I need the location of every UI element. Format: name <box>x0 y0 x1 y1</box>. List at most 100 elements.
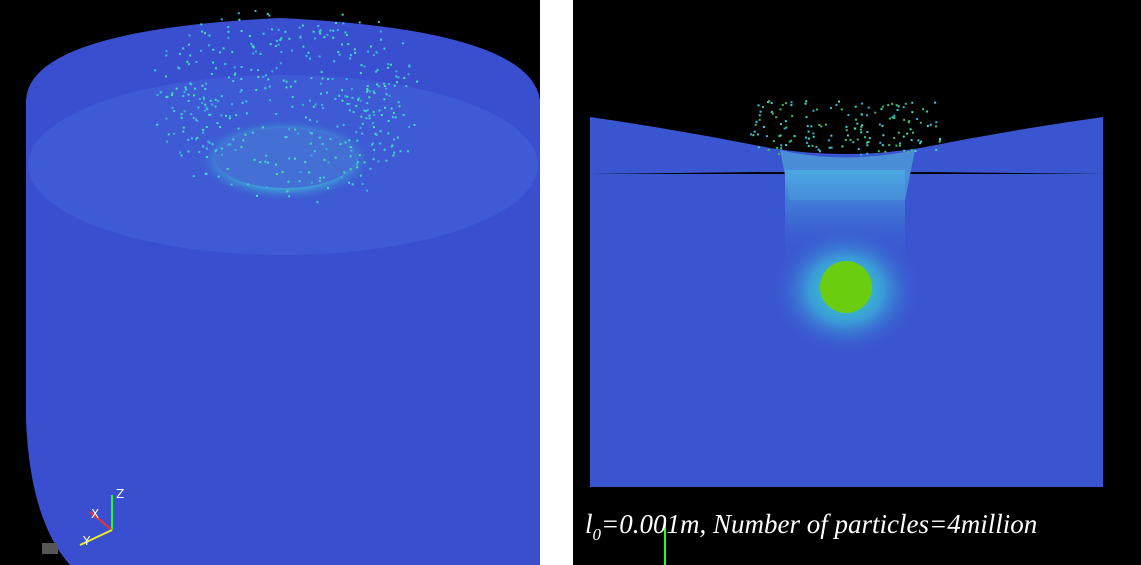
particle <box>366 102 369 105</box>
particle <box>293 157 296 160</box>
particle <box>355 104 358 107</box>
particle <box>844 138 847 141</box>
particle <box>939 137 942 140</box>
particle <box>366 87 369 90</box>
particle <box>280 37 283 40</box>
particle <box>391 144 394 147</box>
particle <box>175 87 178 90</box>
particle <box>383 85 386 88</box>
particle <box>394 116 397 119</box>
particle <box>342 22 345 25</box>
particle <box>365 117 368 120</box>
particle <box>262 32 265 35</box>
particle <box>779 134 782 137</box>
particle <box>856 122 859 125</box>
particle <box>207 140 210 143</box>
particle <box>189 54 192 57</box>
particle <box>310 77 313 80</box>
particle <box>390 145 393 148</box>
particle <box>204 88 207 91</box>
particle <box>372 54 375 57</box>
particle <box>371 122 374 125</box>
particle <box>770 110 773 113</box>
particle <box>332 29 335 32</box>
particle <box>264 74 267 77</box>
particle <box>359 99 362 102</box>
particle <box>361 132 364 135</box>
particle <box>387 66 390 69</box>
particle <box>259 161 262 164</box>
particle <box>208 44 211 47</box>
particle <box>176 66 179 69</box>
particle <box>355 131 358 134</box>
particle <box>854 127 857 130</box>
particle <box>250 42 253 45</box>
particle <box>916 117 919 120</box>
particle <box>275 67 278 70</box>
particle <box>768 100 771 103</box>
particle <box>806 125 809 128</box>
particle <box>323 36 326 39</box>
particle <box>212 61 215 64</box>
particle <box>187 138 190 141</box>
particle <box>291 105 294 108</box>
particle <box>818 123 821 126</box>
particle <box>190 113 193 116</box>
particle <box>298 26 301 29</box>
particle <box>397 101 400 104</box>
particle <box>367 50 370 53</box>
particle <box>790 104 793 107</box>
particle <box>299 35 302 38</box>
particle <box>376 83 379 86</box>
particle <box>198 150 201 153</box>
y-axis <box>79 529 113 546</box>
particle <box>395 75 398 78</box>
particle <box>201 84 204 87</box>
particle <box>166 95 169 98</box>
particle <box>180 116 183 119</box>
particle <box>356 166 359 169</box>
particle <box>173 132 176 135</box>
particle <box>384 106 387 109</box>
particle <box>920 140 923 143</box>
particle <box>227 76 230 79</box>
particle <box>396 136 399 139</box>
particle <box>359 126 362 129</box>
particle <box>301 103 304 106</box>
particle <box>820 125 823 128</box>
particle <box>371 143 374 146</box>
particle <box>356 161 359 164</box>
particle <box>334 21 337 24</box>
particle <box>265 154 268 157</box>
particle <box>342 123 345 126</box>
particle <box>214 98 217 101</box>
particle <box>210 73 213 76</box>
particle <box>288 37 291 40</box>
particle <box>322 107 325 110</box>
particle <box>379 142 382 145</box>
particle <box>908 120 911 123</box>
particle <box>887 104 890 107</box>
particle <box>275 172 278 175</box>
particle <box>201 101 204 104</box>
particle <box>277 28 280 31</box>
particle <box>830 107 833 110</box>
particle <box>348 103 351 106</box>
particle <box>291 49 294 52</box>
particle <box>280 50 283 53</box>
particle <box>288 157 291 160</box>
particle <box>353 48 356 51</box>
particle <box>346 95 349 98</box>
particle <box>200 49 203 52</box>
particle <box>779 108 782 111</box>
particle <box>392 111 395 114</box>
particle <box>309 142 312 145</box>
particle <box>917 139 920 142</box>
particle <box>198 98 201 101</box>
particle <box>220 114 223 117</box>
particle <box>346 102 349 105</box>
particle <box>257 75 260 78</box>
particle <box>389 63 392 66</box>
particle <box>340 176 343 179</box>
particle <box>790 101 793 104</box>
